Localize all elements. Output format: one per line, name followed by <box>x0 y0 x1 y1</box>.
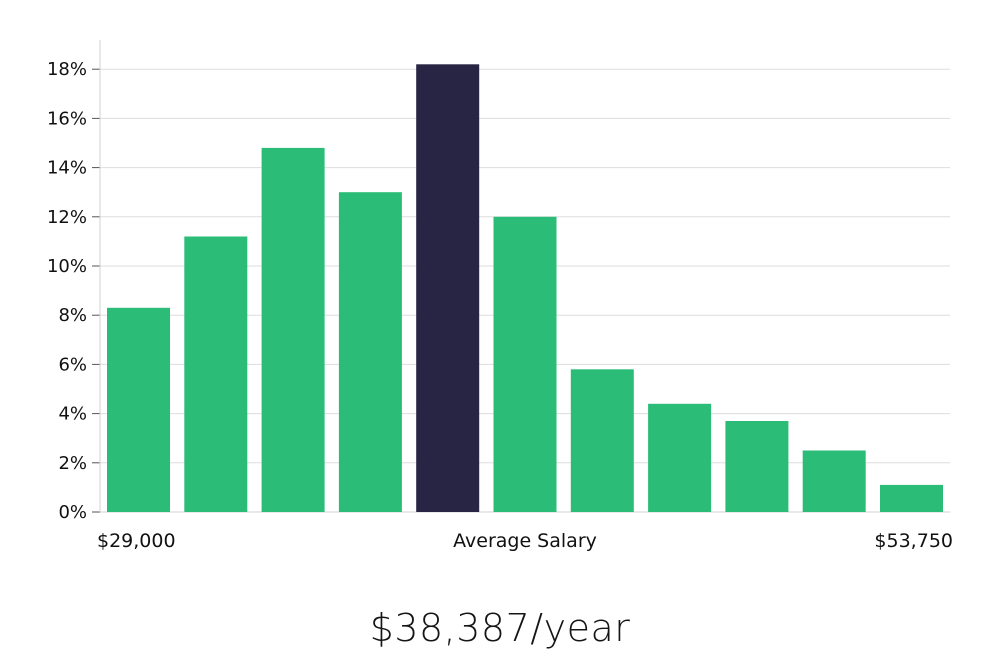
bar <box>107 307 170 512</box>
bar <box>184 236 248 512</box>
bar <box>880 484 943 512</box>
y-axis-ticks: 0% 2% 4% 6% 8% 10% 12% 14% 16% 18% <box>47 59 100 523</box>
bar <box>725 421 789 512</box>
y-tick-label: 0% <box>58 502 87 523</box>
y-tick-label: 8% <box>58 305 87 326</box>
bar <box>570 369 634 512</box>
y-tick-label: 6% <box>58 354 87 375</box>
x-label-average: Average Salary <box>453 530 597 552</box>
bar <box>802 450 866 512</box>
y-tick-label: 10% <box>47 256 87 277</box>
y-tick-label: 4% <box>58 404 87 425</box>
bar <box>261 147 325 512</box>
bars <box>107 64 943 513</box>
y-tick-label: 18% <box>47 59 87 80</box>
bar <box>648 403 712 512</box>
salary-histogram: 0% 2% 4% 6% 8% 10% 12% 14% 16% 18% $29,000 Averag… <box>47 40 953 552</box>
y-tick-label: 14% <box>47 158 87 179</box>
x-label-min: $29,000 <box>97 530 176 552</box>
y-tick-label: 2% <box>58 453 87 474</box>
bar-average-salary <box>416 64 480 513</box>
bar <box>338 192 402 512</box>
y-tick-label: 12% <box>47 207 87 228</box>
bar <box>493 216 557 513</box>
x-label-max: $53,750 <box>874 530 953 552</box>
y-tick-label: 16% <box>47 108 87 129</box>
average-salary-value: $38,387/year <box>369 606 631 650</box>
